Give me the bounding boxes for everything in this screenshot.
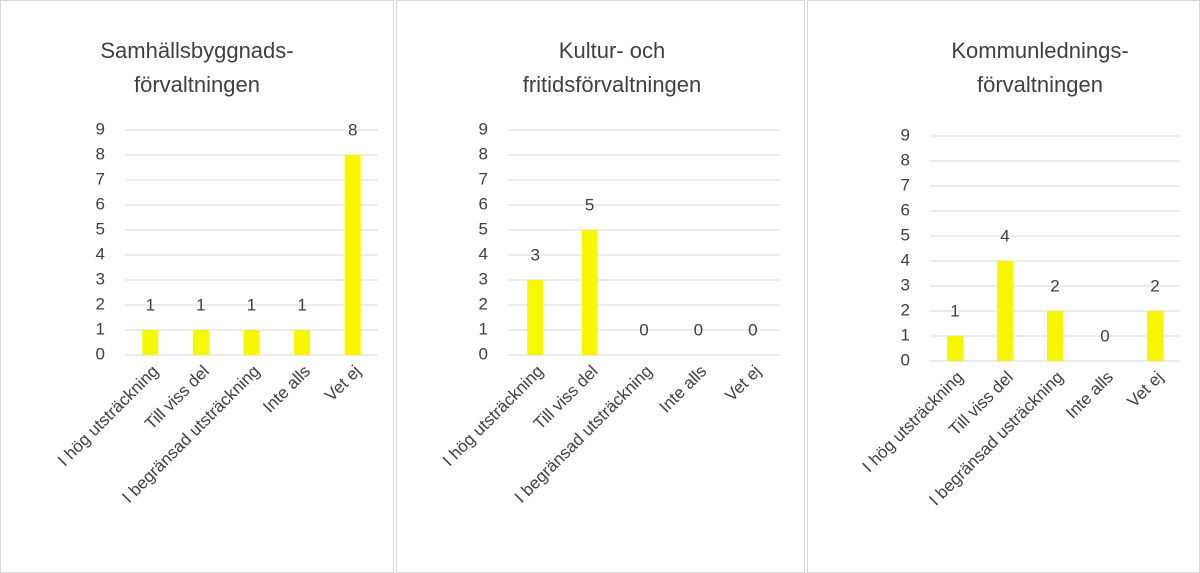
x-tick-label: Vet ej: [321, 362, 365, 406]
y-tick-label: 2: [96, 294, 105, 313]
data-label: 1: [146, 295, 155, 314]
data-label: 3: [530, 245, 539, 264]
y-tick-label: 9: [901, 125, 910, 144]
bar: [581, 230, 598, 355]
chart-title: Kommunlednings-: [951, 38, 1128, 63]
y-tick-label: 6: [96, 194, 105, 213]
y-tick-label: 4: [96, 244, 105, 263]
bar: [142, 330, 159, 355]
bar: [1147, 311, 1163, 361]
x-tick-label: Vet ej: [1123, 368, 1167, 412]
y-tick-label: 2: [479, 294, 488, 313]
y-tick-label: 5: [901, 225, 910, 244]
x-tick-label: Inte alls: [259, 362, 314, 417]
data-label: 5: [585, 195, 594, 214]
data-label: 4: [1000, 226, 1009, 245]
data-label: 1: [247, 295, 256, 314]
y-tick-label: 3: [479, 269, 488, 288]
data-label: 0: [748, 320, 757, 339]
y-tick-label: 4: [479, 244, 488, 263]
x-tick-label: Inte alls: [1062, 368, 1117, 423]
y-tick-label: 5: [96, 219, 105, 238]
y-tick-label: 3: [901, 275, 910, 294]
y-tick-label: 6: [479, 194, 488, 213]
y-tick-label: 7: [901, 175, 910, 194]
bar: [527, 280, 544, 355]
chart-title: förvaltningen: [134, 72, 260, 97]
data-label: 1: [950, 301, 959, 320]
data-label: 1: [297, 295, 306, 314]
data-label: 1: [196, 295, 205, 314]
bar: [243, 330, 260, 355]
y-tick-label: 5: [479, 219, 488, 238]
chart-title: fritidsförvaltningen: [523, 72, 702, 97]
y-tick-label: 8: [96, 144, 105, 163]
y-tick-label: 1: [901, 325, 910, 344]
y-tick-label: 0: [901, 350, 910, 369]
x-tick-label: I hög utsträckning: [439, 362, 547, 470]
y-tick-label: 7: [96, 169, 105, 188]
y-tick-label: 8: [479, 144, 488, 163]
bar: [192, 330, 209, 355]
y-tick-label: 9: [96, 119, 105, 138]
y-tick-label: 0: [96, 344, 105, 363]
bar: [1047, 311, 1063, 361]
data-label: 8: [348, 120, 357, 139]
chart-title: Samhällsbyggnads-: [100, 38, 293, 63]
y-tick-label: 9: [479, 119, 488, 138]
y-tick-label: 3: [96, 269, 105, 288]
y-tick-label: 4: [901, 250, 910, 269]
data-label: 0: [1100, 326, 1109, 345]
bar: [997, 261, 1013, 361]
y-tick-label: 7: [479, 169, 488, 188]
y-tick-label: 8: [901, 150, 910, 169]
chart-title: förvaltningen: [977, 72, 1103, 97]
y-tick-label: 0: [479, 344, 488, 363]
x-tick-label: Vet ej: [721, 362, 765, 406]
data-label: 0: [639, 320, 648, 339]
data-label: 2: [1150, 276, 1159, 295]
data-label: 2: [1050, 276, 1059, 295]
y-tick-label: 2: [901, 300, 910, 319]
data-label: 0: [694, 320, 703, 339]
bar: [344, 155, 361, 355]
chart-title: Kultur- och: [559, 38, 665, 63]
y-tick-label: 1: [479, 319, 488, 338]
y-tick-label: 6: [901, 200, 910, 219]
bar: [947, 336, 963, 361]
y-tick-label: 1: [96, 319, 105, 338]
x-tick-label: Inte alls: [656, 362, 711, 417]
bar: [294, 330, 311, 355]
